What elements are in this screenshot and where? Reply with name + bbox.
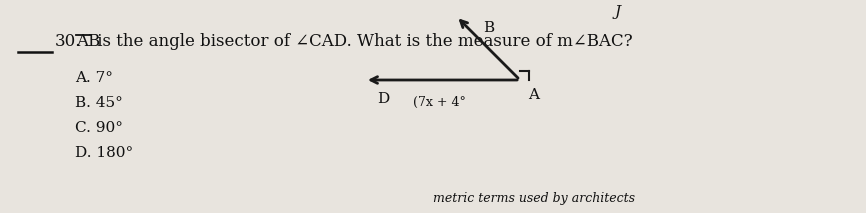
Text: (7x + 4°: (7x + 4° [413, 96, 466, 109]
Text: is the angle bisector of ∠CAD. What is the measure of m∠BAC?: is the angle bisector of ∠CAD. What is t… [92, 33, 633, 50]
Text: A: A [528, 88, 539, 102]
Text: 30.: 30. [55, 33, 81, 50]
Text: D: D [377, 92, 389, 106]
Text: A. 7°: A. 7° [75, 71, 113, 85]
Text: B. 45°: B. 45° [75, 96, 123, 110]
Text: D. 180°: D. 180° [75, 146, 133, 160]
Text: AB: AB [76, 33, 100, 50]
Text: C. 90°: C. 90° [75, 121, 123, 135]
Text: B: B [483, 21, 494, 35]
Text: J: J [615, 5, 621, 19]
Text: metric terms used by architects: metric terms used by architects [433, 192, 635, 205]
